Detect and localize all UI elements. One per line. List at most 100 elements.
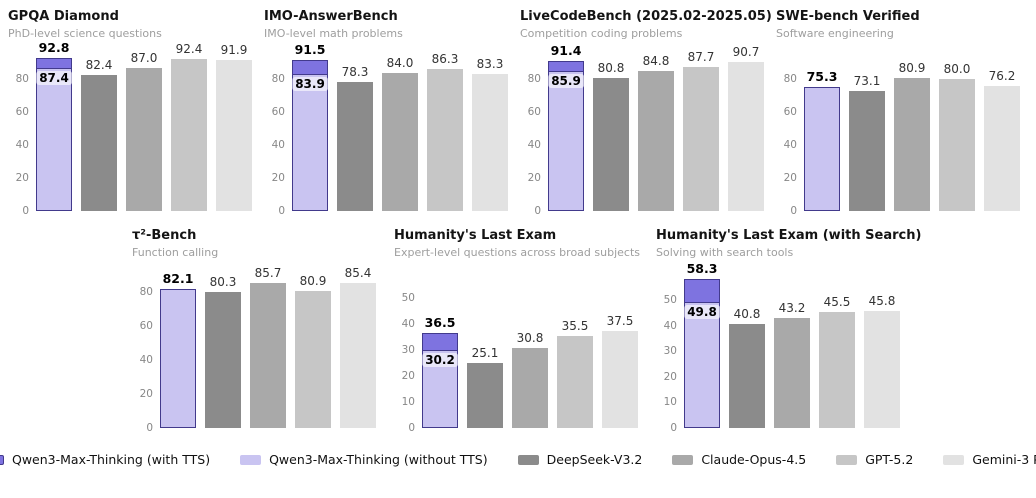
y-tick-label: 0 bbox=[408, 422, 415, 434]
y-tick-label: 20 bbox=[401, 370, 415, 382]
chart-title: GPQA Diamond bbox=[8, 9, 119, 24]
bar-qwen3-max-thinking: 82.1 bbox=[160, 271, 196, 428]
bar-value: 76.2 bbox=[988, 68, 1016, 83]
qwen-top-value: 75.3 bbox=[806, 69, 838, 85]
y-tick-label: 30 bbox=[663, 345, 677, 358]
qwen-tts-gain-segment bbox=[37, 59, 71, 70]
bar-value: 45.5 bbox=[823, 294, 851, 309]
y-axis: 0 10 20 30 40 50 bbox=[656, 272, 684, 434]
bar-deepseek-v3-2: 78.3 bbox=[337, 53, 373, 211]
bar-value: 84.0 bbox=[386, 55, 414, 70]
plot-area: 0 20 40 60 80 87.4 92.8 82.4 87.0 92.4 91.9 bbox=[8, 41, 256, 217]
y-axis: 0 20 40 60 80 bbox=[520, 53, 548, 217]
bar-rect bbox=[427, 68, 463, 211]
bar-value: 80.8 bbox=[597, 61, 625, 76]
bar-deepseek-v3-2: 73.1 bbox=[849, 53, 885, 211]
bar-gpt-5-2: 92.4 bbox=[171, 42, 207, 211]
qwen-without-tts-value: 30.2 bbox=[422, 353, 458, 368]
bar-value: 84.8 bbox=[642, 54, 670, 69]
chart-subtitle: Competition coding problems bbox=[520, 27, 683, 40]
bar-value: 91.9 bbox=[220, 42, 248, 57]
plot-area: 0 20 40 60 80 82.1 80.3 85.7 80.9 85.4 bbox=[132, 266, 380, 434]
y-tick-label: 0 bbox=[534, 205, 541, 217]
qwen-top-value: 36.5 bbox=[424, 315, 456, 331]
chart-title: LiveCodeBench (2025.02-2025.05) bbox=[520, 9, 772, 24]
bar-rect bbox=[939, 79, 975, 211]
bar-rect bbox=[382, 72, 418, 211]
bar-claude-opus-4-5: 85.7 bbox=[250, 266, 286, 428]
bar-rect bbox=[774, 317, 810, 428]
bar-rect bbox=[638, 71, 674, 211]
y-tick-label: 40 bbox=[401, 318, 415, 330]
bar-rect bbox=[472, 73, 508, 211]
bar-value: 73.1 bbox=[853, 73, 881, 88]
y-tick-label: 60 bbox=[15, 106, 29, 119]
bar-gemini-3-pro: 76.2 bbox=[984, 53, 1020, 211]
bar-value: 80.9 bbox=[898, 60, 926, 75]
qwen-bar: 85.9 bbox=[548, 60, 584, 211]
y-tick-label: 30 bbox=[401, 344, 415, 356]
bar-value: 25.1 bbox=[471, 345, 499, 360]
bar-claude-opus-4-5: 84.0 bbox=[382, 53, 418, 211]
y-tick-label: 0 bbox=[146, 422, 153, 434]
bar-rect bbox=[171, 58, 207, 211]
y-axis: 0 20 40 60 80 bbox=[8, 53, 36, 217]
charts-row-bottom: τ²-Bench Function calling 0 20 40 60 80 82.1 80.… bbox=[0, 227, 1036, 434]
qwen-without-tts-value: 87.4 bbox=[36, 71, 72, 86]
chart-title: IMO-AnswerBench bbox=[264, 9, 398, 24]
legend-item-gemini-3-pro: Gemini-3 Pro bbox=[943, 452, 1036, 467]
bar-value: 78.3 bbox=[341, 65, 369, 80]
y-tick-label: 0 bbox=[278, 205, 285, 217]
bars: 30.2 36.5 25.1 30.8 35.5 37.5 bbox=[422, 272, 638, 428]
chart-swe-bench-verified: SWE-bench Verified Software engineering 0 2… bbox=[776, 8, 1024, 217]
y-tick-label: 0 bbox=[790, 205, 797, 217]
charts-row-top: GPQA Diamond PhD-level science questions 0… bbox=[0, 0, 1036, 217]
bar-value: 82.4 bbox=[85, 58, 113, 73]
bar-gpt-5-2: 80.9 bbox=[295, 272, 331, 428]
y-tick-label: 60 bbox=[783, 106, 797, 119]
qwen-tts-gain-segment bbox=[685, 279, 719, 303]
bar-rect bbox=[295, 290, 331, 428]
bar-rect bbox=[81, 75, 117, 211]
bar-value: 87.7 bbox=[687, 49, 715, 64]
y-tick-label: 80 bbox=[527, 73, 541, 86]
bar-gpt-5-2: 80.0 bbox=[939, 53, 975, 211]
chart-humanity-s-last-exam-with-search: Humanity's Last Exam (with Search) Solvin… bbox=[656, 227, 921, 434]
y-tick-label: 20 bbox=[15, 172, 29, 185]
bar-value: 80.9 bbox=[299, 273, 327, 288]
bar-deepseek-v3-2: 82.4 bbox=[81, 53, 117, 211]
bar-value: 40.8 bbox=[733, 306, 761, 321]
bar-qwen3-max-thinking: 83.9 91.5 bbox=[292, 43, 328, 211]
bar-value: 37.5 bbox=[606, 313, 634, 328]
chart-subtitle: Software engineering bbox=[776, 27, 894, 40]
bar-value: 85.4 bbox=[344, 266, 372, 281]
chart-livecodebench-2025-02-2025-05: LiveCodeBench (2025.02-2025.05) Competiti… bbox=[520, 8, 772, 217]
legend-swatch bbox=[0, 454, 4, 465]
chart-bench: τ²-Bench Function calling 0 20 40 60 80 82.1 80.… bbox=[132, 227, 380, 434]
y-tick-label: 0 bbox=[670, 422, 677, 434]
bar-value: 35.5 bbox=[561, 318, 589, 333]
bar-rect bbox=[894, 77, 930, 211]
y-tick-label: 50 bbox=[663, 294, 677, 307]
bar-gemini-3-pro: 85.4 bbox=[340, 266, 376, 428]
bar-gemini-3-pro: 91.9 bbox=[216, 43, 252, 211]
bar-value: 92.4 bbox=[175, 41, 203, 56]
plot-area: 0 20 40 60 80 85.9 91.4 80.8 84.8 87.7 90.7 bbox=[520, 43, 768, 217]
bar-rect bbox=[593, 78, 629, 211]
bars: 87.4 92.8 82.4 87.0 92.4 91.9 bbox=[36, 41, 252, 211]
y-axis: 0 20 40 60 80 bbox=[264, 53, 292, 217]
legend-swatch bbox=[943, 454, 965, 465]
qwen-without-tts-value: 85.9 bbox=[548, 73, 584, 88]
legend-label: Qwen3-Max-Thinking (without TTS) bbox=[269, 452, 488, 467]
bar-gemini-3-pro: 90.7 bbox=[728, 45, 764, 211]
bars: 85.9 91.4 80.8 84.8 87.7 90.7 bbox=[548, 43, 764, 211]
bar-gemini-3-pro: 83.3 bbox=[472, 53, 508, 211]
bar-gemini-3-pro: 37.5 bbox=[602, 272, 638, 428]
bar-claude-opus-4-5: 80.9 bbox=[894, 53, 930, 211]
bar-value: 30.8 bbox=[516, 330, 544, 345]
bar-rect bbox=[216, 59, 252, 211]
y-tick-label: 20 bbox=[783, 172, 797, 185]
bar-value: 85.7 bbox=[254, 265, 282, 280]
y-tick-label: 80 bbox=[15, 73, 29, 86]
chart-subtitle: Solving with search tools bbox=[656, 246, 794, 259]
